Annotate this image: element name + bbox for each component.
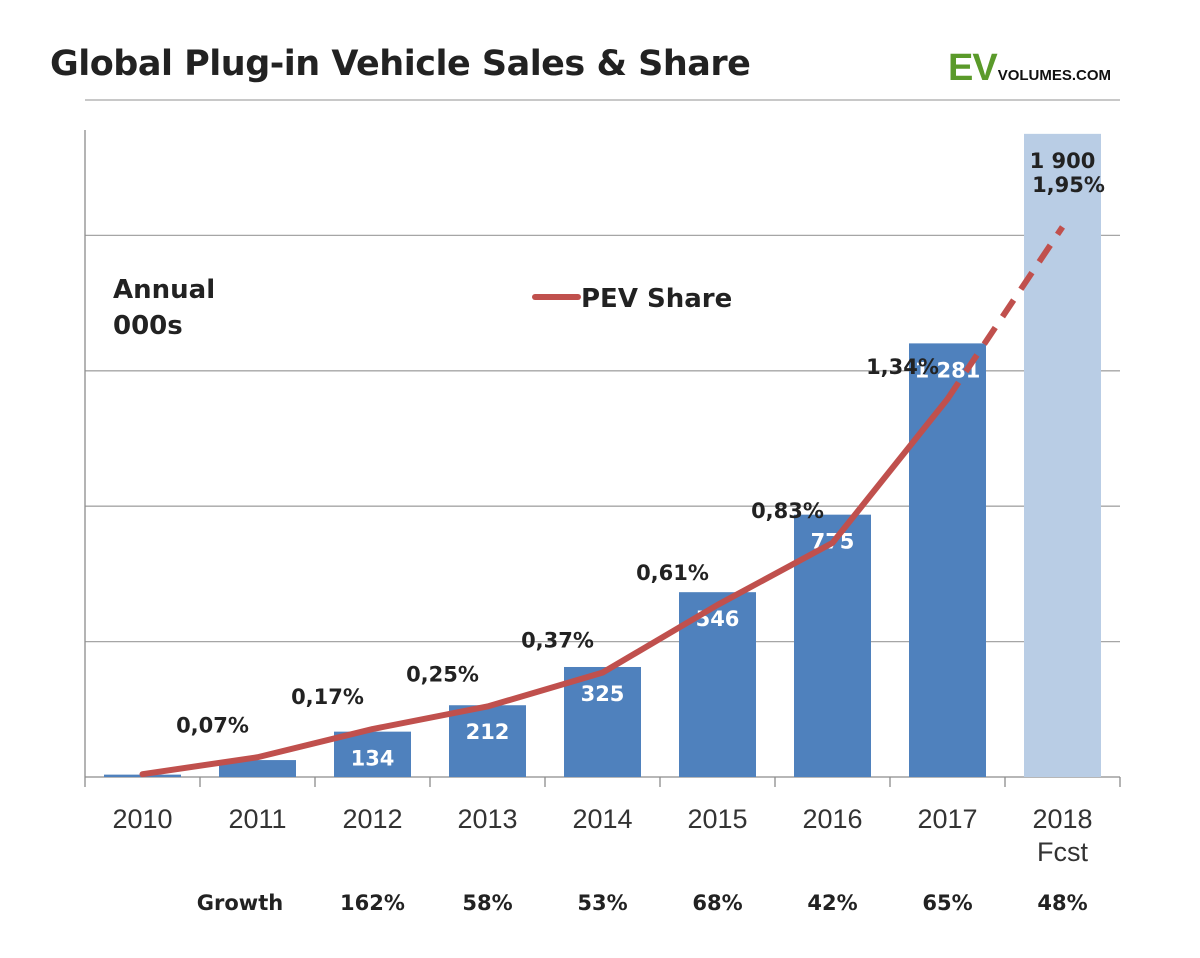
category-label: 2018 xyxy=(1032,804,1092,834)
growth-value: 65% xyxy=(922,891,972,915)
share-label: 0,07% xyxy=(176,713,249,737)
bar-2011 xyxy=(219,760,296,777)
category-label: 2010 xyxy=(112,804,172,834)
growth-row: Growth 162% 58% 53% 68% 42% 65% 48% xyxy=(197,891,1088,915)
bar-value-label: 134 xyxy=(351,747,395,771)
unit-label-line2: 000s xyxy=(113,311,183,341)
legend-label: PEV Share xyxy=(581,284,732,314)
bar-value-label: 1 900 xyxy=(1030,149,1096,173)
growth-value: 58% xyxy=(462,891,512,915)
share-label: 0,37% xyxy=(521,629,594,653)
share-line-actual xyxy=(139,396,951,778)
bar-2013 xyxy=(449,705,526,777)
share-line-forecast xyxy=(945,225,1065,401)
share-label: 0,61% xyxy=(636,561,709,585)
category-label: 2011 xyxy=(228,804,286,834)
share-labels: 0,07% 0,17% 0,25% 0,37% 0,61% 0,83% 1,34% 1,95% xyxy=(176,173,1105,737)
logo-brand: EV xyxy=(948,47,998,89)
bar-2018 xyxy=(1024,133,1101,778)
bar-2012 xyxy=(334,731,411,777)
unit-label-line1: Annual xyxy=(113,275,215,305)
share-label: 0,17% xyxy=(291,685,364,709)
share-line xyxy=(139,225,1065,778)
bars xyxy=(104,133,1101,778)
growth-value: 68% xyxy=(692,891,742,915)
ev-volumes-logo: EVVOLUMES.COM xyxy=(948,47,1111,90)
share-label: 0,83% xyxy=(751,499,824,523)
growth-value: 162% xyxy=(340,891,405,915)
share-label: 1,95% xyxy=(1032,173,1105,197)
category-sublabel: Fcst xyxy=(1037,837,1088,867)
category-label: 2016 xyxy=(802,804,862,834)
category-label: 2015 xyxy=(687,804,747,834)
chart-title: Global Plug-in Vehicle Sales & Share xyxy=(50,44,751,84)
logo-suffix: VOLUMES.COM xyxy=(997,67,1112,84)
share-label: 0,25% xyxy=(406,662,479,686)
bar-value-label: 325 xyxy=(581,682,625,706)
growth-value: 48% xyxy=(1037,891,1087,915)
bar-2014 xyxy=(564,666,641,777)
category-label: 2012 xyxy=(342,804,402,834)
growth-value: 53% xyxy=(577,891,627,915)
growth-label: Growth xyxy=(197,891,283,915)
legend: PEV Share xyxy=(532,284,732,314)
category-label: 2014 xyxy=(572,804,632,834)
bar-2017 xyxy=(909,343,986,777)
share-label: 1,34% xyxy=(866,355,939,379)
category-label: 2017 xyxy=(917,804,977,834)
bar-value-label: 212 xyxy=(466,720,510,744)
growth-value: 42% xyxy=(807,891,857,915)
category-label: 2013 xyxy=(457,804,517,834)
